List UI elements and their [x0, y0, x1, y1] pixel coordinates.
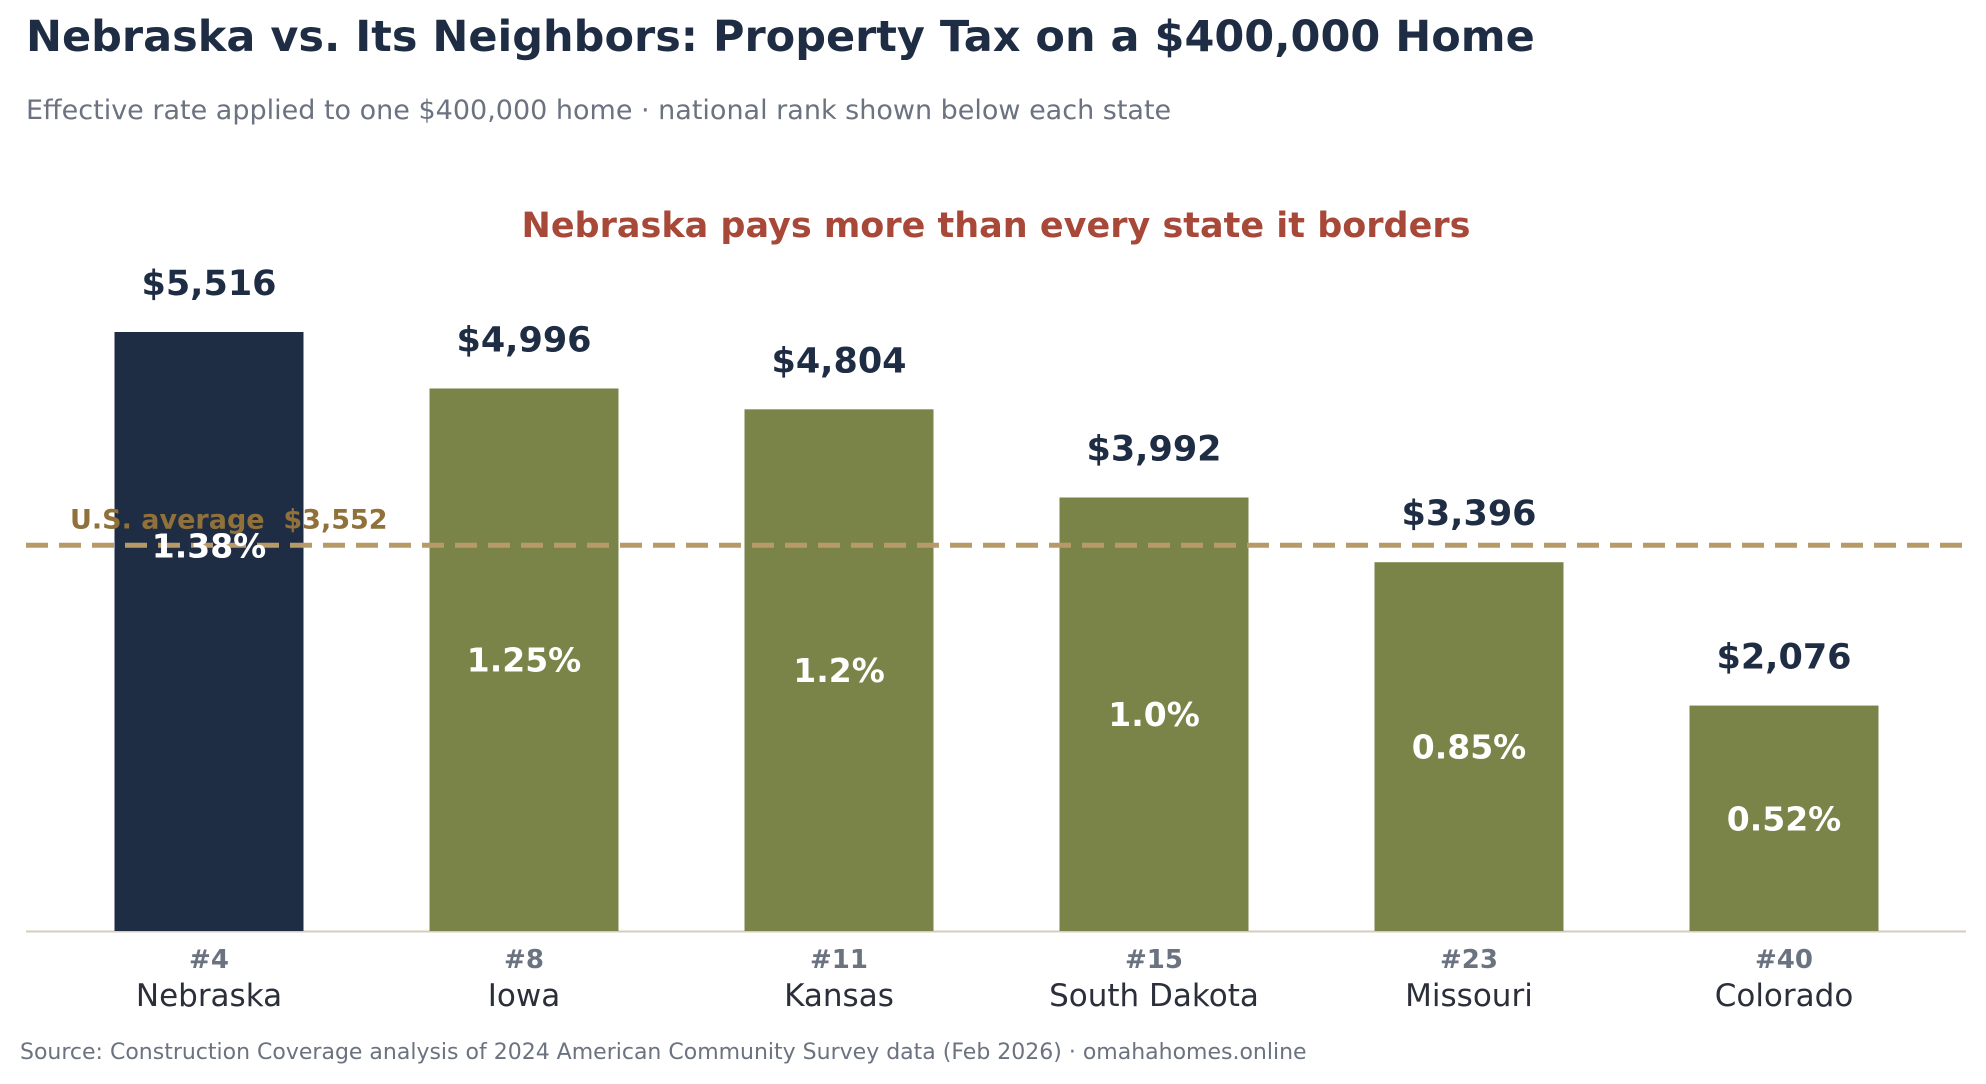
rank-label-kansas: #11	[810, 945, 868, 975]
rank-label-nebraska: #4	[189, 945, 229, 975]
bar-missouri	[1374, 562, 1564, 931]
bar-iowa	[429, 388, 619, 931]
category-label-nebraska: Nebraska	[136, 978, 282, 1014]
value-label-kansas: $4,804	[771, 341, 906, 381]
rank-label-colorado: #40	[1755, 945, 1813, 975]
category-label-south-dakota: South Dakota	[1049, 978, 1259, 1014]
bar-kansas	[744, 409, 934, 931]
bar-south-dakota	[1059, 497, 1249, 931]
rate-label-colorado: 0.52%	[1727, 799, 1842, 838]
rank-label-south-dakota: #15	[1125, 945, 1183, 975]
bar-colorado	[1689, 705, 1879, 931]
rate-label-missouri: 0.85%	[1412, 728, 1527, 767]
chart-annotation: Nebraska pays more than every state it b…	[522, 206, 1471, 246]
bar-nebraska	[114, 332, 304, 931]
rank-label-missouri: #23	[1440, 945, 1498, 975]
bar-chart: U.S. average $3,552 Nebraska pays more t…	[26, 206, 1966, 1014]
category-label-kansas: Kansas	[784, 978, 894, 1014]
value-label-iowa: $4,996	[456, 320, 591, 360]
category-label-iowa: Iowa	[488, 978, 560, 1014]
chart-title: Nebraska vs. Its Neighbors: Property Tax…	[26, 12, 1535, 62]
category-label-colorado: Colorado	[1715, 978, 1854, 1014]
rate-label-kansas: 1.2%	[793, 651, 885, 690]
bars-group	[114, 332, 1879, 931]
rate-label-nebraska: 1.38%	[152, 527, 267, 566]
rate-label-iowa: 1.25%	[467, 641, 582, 680]
rank-label-iowa: #8	[504, 945, 544, 975]
category-label-missouri: Missouri	[1405, 978, 1533, 1014]
value-label-nebraska: $5,516	[141, 264, 276, 304]
chart-subtitle: Effective rate applied to one $400,000 h…	[26, 95, 1172, 126]
rate-label-south-dakota: 1.0%	[1108, 695, 1200, 734]
value-label-south-dakota: $3,992	[1086, 429, 1221, 469]
source-note: Source: Construction Coverage analysis o…	[20, 1040, 1307, 1065]
value-label-missouri: $3,396	[1401, 494, 1536, 534]
us-average-label: U.S. average $3,552	[70, 504, 388, 535]
value-label-colorado: $2,076	[1716, 638, 1851, 678]
